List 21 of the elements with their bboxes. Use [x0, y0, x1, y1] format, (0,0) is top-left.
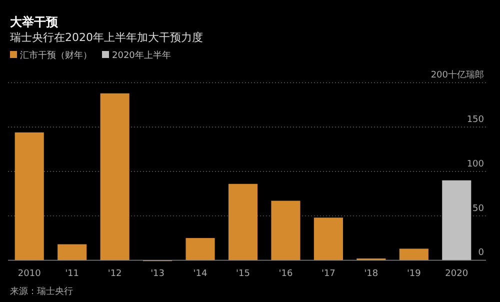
x-tick-label: 2020 — [445, 269, 468, 279]
y-tick-label: 150 — [466, 115, 484, 126]
x-tick-label: '18 — [364, 269, 378, 279]
legend-label: 汇市干预（财年） — [20, 50, 92, 61]
x-tick-label: '15 — [236, 269, 250, 279]
x-tick-label: '13 — [150, 269, 165, 279]
x-tick-label: '11 — [65, 269, 80, 279]
chart-title: 大举干预 — [10, 15, 59, 29]
legend-label: 2020年上半年 — [112, 50, 171, 61]
chart-subtitle: 瑞士央行在2020年上半年加大干预力度 — [10, 31, 203, 44]
source-note: 来源：瑞士央行 — [10, 286, 73, 297]
x-tick-label: '17 — [321, 269, 336, 279]
y-tick-label: 200十亿瑞郎 — [430, 70, 484, 81]
x-tick-label: '19 — [406, 269, 422, 279]
x-tick-label: '16 — [278, 269, 293, 279]
x-tick-label: '14 — [193, 269, 208, 279]
y-tick-label: 50 — [472, 204, 484, 214]
y-tick-label: 0 — [478, 248, 484, 258]
y-tick-label: 100 — [466, 159, 484, 170]
x-tick-label: '12 — [108, 269, 122, 279]
x-tick-label: 2010 — [18, 269, 42, 279]
